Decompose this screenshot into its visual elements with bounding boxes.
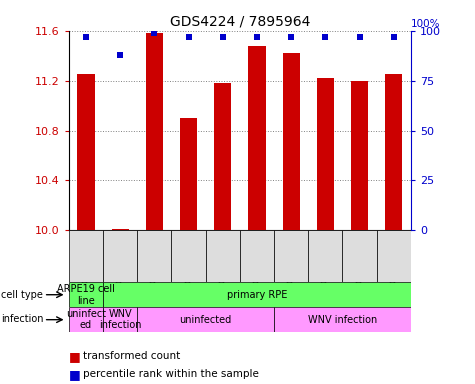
Bar: [274, 307, 411, 332]
Bar: [274, 230, 308, 282]
Point: [287, 34, 295, 40]
Bar: [112, 229, 129, 230]
Bar: [103, 230, 137, 282]
Bar: [308, 230, 342, 282]
Text: WNV infection: WNV infection: [308, 314, 377, 325]
Bar: [240, 230, 274, 282]
Point: [356, 34, 363, 40]
Point: [116, 51, 124, 58]
Bar: [342, 230, 377, 282]
Text: ARPE19 cell
line: ARPE19 cell line: [57, 284, 115, 306]
Bar: [317, 78, 334, 230]
Bar: [214, 83, 231, 230]
Title: GDS4224 / 7895964: GDS4224 / 7895964: [170, 14, 310, 28]
Point: [322, 34, 329, 40]
Text: ■: ■: [69, 350, 85, 363]
Bar: [180, 118, 197, 230]
Point: [219, 34, 227, 40]
Bar: [385, 74, 402, 230]
Bar: [351, 81, 368, 230]
Text: transformed count: transformed count: [83, 351, 180, 361]
Text: uninfected: uninfected: [180, 314, 232, 325]
Text: percentile rank within the sample: percentile rank within the sample: [83, 369, 259, 379]
Point: [253, 34, 261, 40]
Text: cell type: cell type: [1, 290, 43, 300]
Text: ■: ■: [69, 368, 85, 381]
Bar: [69, 230, 103, 282]
Text: WNV
infection: WNV infection: [99, 309, 142, 331]
Bar: [283, 53, 300, 230]
Bar: [137, 307, 274, 332]
Bar: [69, 307, 103, 332]
Point: [82, 34, 90, 40]
Bar: [206, 230, 240, 282]
Text: primary RPE: primary RPE: [227, 290, 287, 300]
Bar: [377, 230, 411, 282]
Text: infection: infection: [1, 314, 43, 324]
Bar: [171, 230, 206, 282]
Text: uninfect
ed: uninfect ed: [66, 309, 106, 331]
Point: [151, 30, 158, 36]
Point: [185, 34, 192, 40]
Bar: [77, 74, 95, 230]
Bar: [69, 282, 103, 307]
Text: 100%: 100%: [411, 19, 440, 29]
Bar: [146, 33, 163, 230]
Bar: [103, 307, 137, 332]
Bar: [137, 230, 171, 282]
Bar: [248, 46, 266, 230]
Point: [390, 34, 398, 40]
